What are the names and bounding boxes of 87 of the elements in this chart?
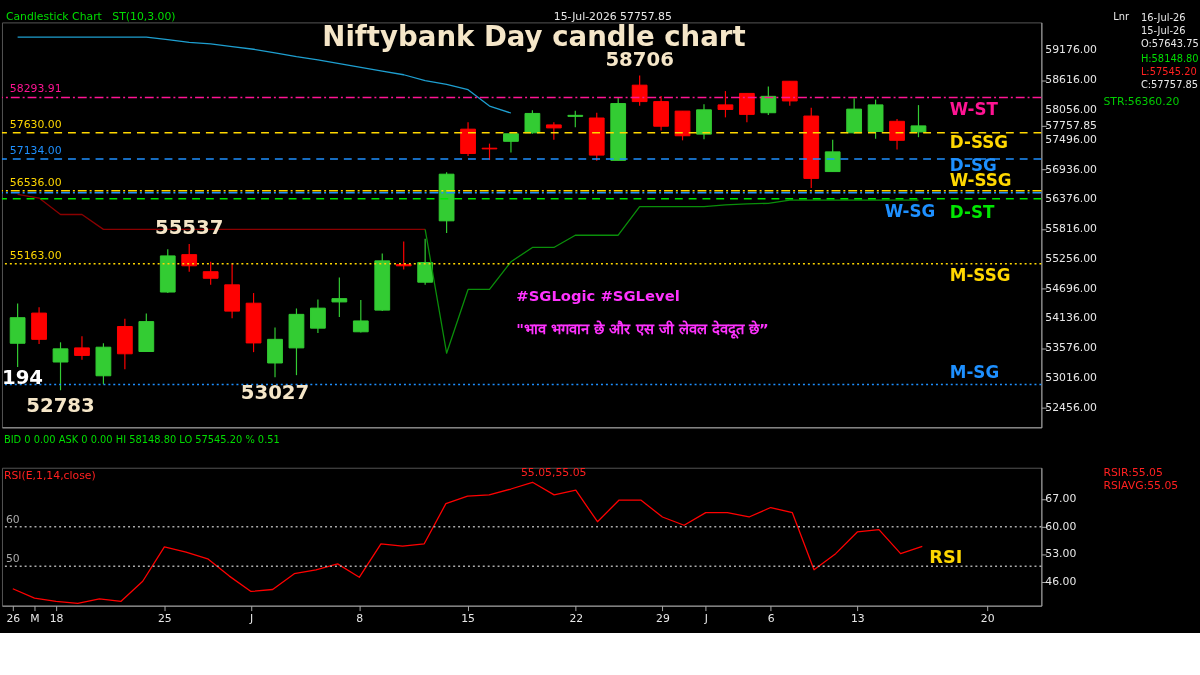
ref-line-label: D-ST [949,201,995,222]
text: L:57545.20 [1140,65,1197,77]
annotation: 57630.00 [9,117,62,131]
x-tick-label: J [703,611,708,625]
annotation: 55163.00 [9,248,62,262]
y-tick-label: 67.00 [1045,492,1077,506]
text: H:58148.80 [1140,52,1199,64]
annotation: "भाव भगवान छे और एस जी लेवल देवदूत छे” [516,319,769,339]
text: 15-Jul-26 [1140,25,1186,37]
annotation: Candlestick Chart [5,10,102,24]
ref-line-label: D-SSG [949,132,1008,153]
candlestick [310,299,326,334]
candlestick [331,277,348,318]
candlestick [631,74,648,107]
x-tick-label: 22 [569,611,584,625]
y-tick-label: 53576.00 [1045,341,1098,355]
y-tick-label: 54696.00 [1045,281,1098,295]
candlestick [202,261,219,286]
candlestick [760,85,777,116]
candlestick [717,90,734,118]
annotation: 58706 [605,47,674,71]
candlestick [910,104,927,138]
x-tick-label: 6 [767,611,775,625]
text: RSIR:55.05 [1103,465,1163,479]
annotation: 53027 [240,380,310,404]
candlestick [503,133,519,154]
candlestick [74,335,90,361]
y-tick-label: 55816.00 [1045,222,1098,236]
x-tick-label: 20 [980,611,995,625]
candlestick [781,80,798,107]
y-tick-label: 53016.00 [1045,370,1098,384]
x-tick-label: M [30,611,40,625]
text: RSIAVG:55.05 [1103,479,1179,493]
y-tick-label: 59176.00 [1045,43,1098,57]
annotation: 52783 [26,393,95,417]
y-tick-label: 60.00 [1045,519,1077,533]
ref-line-label: M-SG [949,361,1000,382]
annotation: 55.05,55.05 [520,465,587,479]
candlestick [267,326,283,378]
text: STR:56360.20 [1103,95,1180,109]
candlestick [846,97,863,135]
text: O:57643.75 [1140,38,1199,50]
ref-line-label: W-ST [949,99,999,120]
y-tick-label: 57496.00 [1045,132,1098,146]
text: Lnr [1113,11,1131,23]
candlestick [824,139,841,173]
annotation: 56536.00 [9,175,62,189]
x-tick-label: 25 [157,611,172,625]
y-tick-label: 58616.00 [1045,73,1098,87]
y-tick-label: 54136.00 [1045,311,1098,325]
candlestick [524,109,541,135]
annotation: 194 [1,365,44,389]
candlestick [352,299,369,334]
x-tick-label: 18 [49,611,64,625]
x-tick-label: 13 [850,611,865,625]
text: BID 0 0.00 ASK 0 0.00 HI 58148.80 LO 57545.20 % 0.51 [3,434,280,446]
y-tick-label: 53.00 [1045,547,1077,561]
annotation: RSI [929,547,963,568]
ref-line-label: 60 [5,512,20,526]
ref-line-label: 50 [5,552,20,566]
y-tick-label: 55256.00 [1045,251,1098,265]
candlestick [739,92,755,123]
annotation: 57134.00 [9,144,62,158]
candlestick [417,238,434,286]
candlestick [889,118,905,151]
x-tick-label: 15 [461,611,475,625]
ref-line-label: W-SG [884,201,936,222]
x-tick-label: 29 [656,611,670,625]
x-tick-label: 26 [6,611,21,625]
annotation: 15-Jul-2026 57757.85 [553,10,672,24]
y-tick-label: 57757.85 [1045,118,1097,132]
candlestick [181,243,198,273]
y-tick-label: 56376.00 [1045,192,1098,206]
y-tick-label: 52456.00 [1045,400,1098,414]
x-tick-label: J [248,611,254,625]
annotation: #SGLogic #SGLevel [516,287,680,305]
annotation: 58293.91 [9,82,62,96]
ref-line-label: M-SSG [949,264,1011,285]
x-tick-label: 8 [356,611,364,625]
text: 16-Jul-26 [1140,12,1186,24]
y-tick-label: 58056.00 [1045,102,1098,116]
y-tick-label: 56936.00 [1045,162,1098,176]
annotation: ST(10,3.00) [112,10,176,24]
annotation: RSI(E,1,14,close) [3,468,96,482]
y-tick-label: 46.00 [1045,574,1077,588]
candlestick [52,341,69,391]
text: C:57757.85 [1140,79,1199,91]
